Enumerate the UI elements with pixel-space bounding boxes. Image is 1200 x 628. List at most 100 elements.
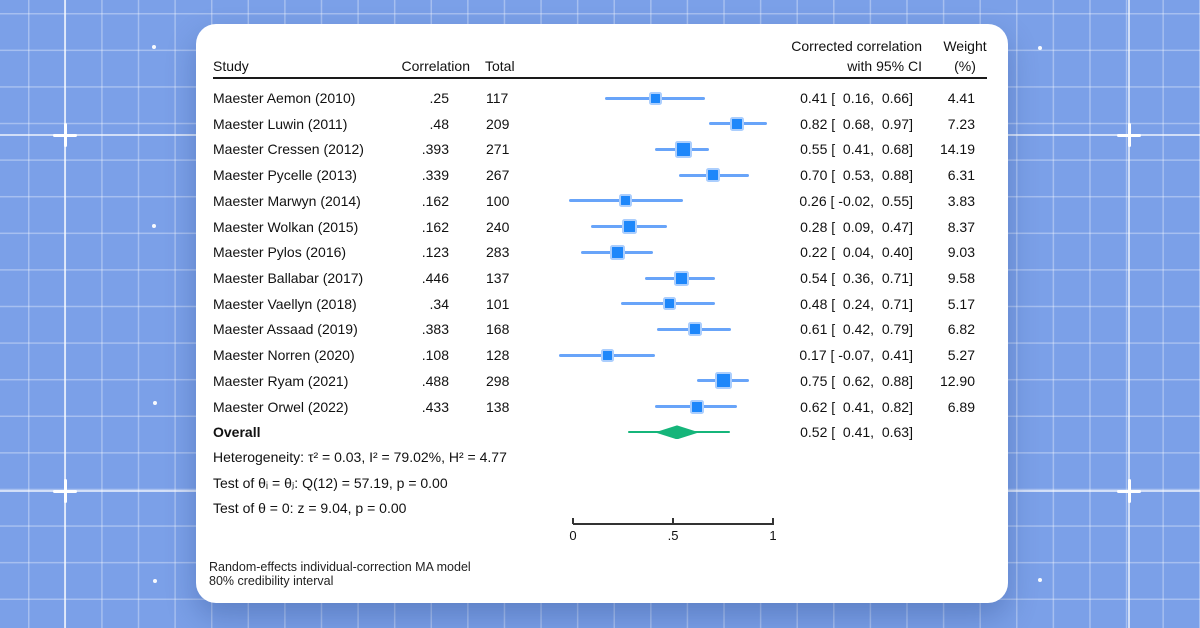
study-total: 100 — [486, 192, 510, 209]
overall-diamond — [655, 425, 699, 440]
dot-decoration-icon — [1038, 46, 1042, 50]
study-weight: 5.27 — [947, 347, 975, 364]
accent-line-vertical-right — [1128, 0, 1130, 628]
overall-label: Overall — [213, 424, 261, 441]
study-weight: 5.17 — [947, 295, 975, 312]
study-ci: 0.54 [ 0.36, 0.71] — [800, 270, 913, 287]
plus-decoration-icon — [1117, 479, 1141, 503]
column-header-total: Total — [485, 58, 515, 74]
plus-decoration-icon — [53, 123, 77, 147]
study-correlation: .446 — [421, 270, 449, 287]
study-total: 138 — [486, 398, 510, 415]
study-total: 101 — [486, 295, 510, 312]
effect-marker — [674, 140, 692, 158]
study-correlation: .383 — [421, 321, 449, 338]
study-ci: 0.26 [ -0.02, 0.55] — [799, 192, 913, 209]
study-name: Maester Ballabar (2017) — [213, 270, 364, 287]
study-ci: 0.48 [ 0.24, 0.71] — [800, 295, 913, 312]
study-weight: 4.41 — [947, 90, 975, 106]
x-axis-tick — [672, 517, 674, 524]
plus-decoration-icon — [53, 479, 77, 503]
effect-marker — [706, 168, 720, 183]
study-ci: 0.75 [ 0.62, 0.88] — [800, 372, 913, 389]
column-header-ci-line2: with 95% CI — [847, 58, 922, 74]
heterogeneity-stat: Heterogeneity: τ² = 0.03, I² = 79.02%, H… — [213, 449, 507, 465]
column-header-weight-line1: Weight — [943, 38, 987, 54]
study-ci: 0.62 [ 0.41, 0.82] — [800, 398, 913, 415]
study-total: 137 — [486, 270, 510, 287]
study-name: Maester Cressen (2012) — [213, 141, 364, 158]
study-correlation: .339 — [421, 167, 449, 184]
study-weight: 14.19 — [939, 141, 975, 158]
study-name: Maester Assaad (2019) — [213, 321, 358, 338]
forest-plot-card: Study Correlation Total Corrected correl… — [196, 24, 1008, 603]
study-total: 209 — [486, 115, 510, 132]
column-header-correlation: Correlation — [401, 58, 470, 74]
study-weight: 12.90 — [939, 372, 975, 389]
study-ci: 0.70 [ 0.53, 0.88] — [800, 167, 913, 184]
study-correlation: .34 — [429, 295, 449, 312]
dot-decoration-icon — [1038, 578, 1042, 582]
x-axis-tick-label: 0 — [569, 528, 577, 543]
model-note: Random-effects individual-correction MA … — [209, 560, 471, 574]
overall-ci: 0.52 [ 0.41, 0.63] — [800, 424, 913, 441]
study-ci: 0.22 [ 0.04, 0.40] — [800, 244, 913, 261]
study-total: 128 — [486, 347, 510, 364]
study-total: 240 — [486, 218, 510, 235]
study-weight: 6.89 — [947, 398, 975, 415]
effect-marker — [648, 91, 662, 105]
plus-decoration-icon — [1117, 123, 1141, 147]
study-total: 298 — [486, 372, 510, 389]
study-ci: 0.55 [ 0.41, 0.68] — [800, 141, 913, 158]
x-axis-line — [573, 523, 774, 525]
study-name: Maester Luwin (2011) — [213, 115, 348, 132]
study-weight: 3.83 — [947, 192, 975, 209]
study-ci: 0.61 [ 0.42, 0.79] — [800, 321, 913, 338]
study-correlation: .393 — [421, 141, 449, 158]
study-weight: 6.31 — [947, 167, 975, 184]
header-rule — [213, 77, 987, 79]
x-axis-tick-label: .5 — [667, 528, 679, 543]
study-correlation: .488 — [421, 372, 449, 389]
study-name: Maester Marwyn (2014) — [213, 192, 361, 209]
study-name: Maester Pylos (2016) — [213, 244, 347, 261]
study-correlation: .123 — [421, 244, 449, 261]
effect-marker — [609, 244, 625, 260]
x-axis-tick — [572, 517, 574, 524]
column-header-study: Study — [213, 58, 249, 74]
study-correlation: .162 — [421, 192, 449, 209]
dot-decoration-icon — [152, 224, 156, 228]
dot-decoration-icon — [153, 579, 157, 583]
study-correlation: .433 — [421, 398, 449, 415]
study-weight: 6.82 — [947, 321, 975, 338]
study-total: 271 — [486, 141, 510, 158]
study-name: Maester Norren (2020) — [213, 347, 355, 364]
credibility-note: 80% credibility interval — [209, 574, 334, 588]
study-name: Maester Orwel (2022) — [213, 398, 349, 415]
study-weight: 7.23 — [947, 115, 975, 132]
effect-marker — [618, 194, 632, 208]
dot-decoration-icon — [152, 45, 156, 49]
z-test-stat: Test of θ = 0: z = 9.04, p = 0.00 — [213, 500, 407, 516]
effect-marker — [662, 297, 676, 311]
study-weight: 9.03 — [947, 244, 975, 261]
study-ci: 0.82 [ 0.68, 0.97] — [800, 115, 913, 132]
column-header-ci-line1: Corrected correlation — [791, 38, 922, 54]
study-correlation: .25 — [429, 90, 449, 106]
effect-marker — [673, 270, 689, 286]
effect-marker — [690, 399, 704, 414]
effect-marker — [714, 372, 732, 390]
study-total: 283 — [486, 244, 510, 261]
study-ci: 0.17 [ -0.07, 0.41] — [799, 347, 913, 364]
study-ci: 0.28 [ 0.09, 0.47] — [800, 218, 913, 235]
accent-line-vertical-left — [64, 0, 66, 628]
study-name: Maester Vaellyn (2018) — [213, 295, 357, 312]
study-name: Maester Wolkan (2015) — [213, 218, 359, 235]
study-name: Maester Aemon (2010) — [213, 90, 356, 106]
dot-decoration-icon — [153, 401, 157, 405]
study-ci: 0.41 [ 0.16, 0.66] — [800, 90, 913, 106]
study-name: Maester Ryam (2021) — [213, 372, 349, 389]
study-correlation: .48 — [429, 115, 449, 132]
effect-marker — [730, 116, 744, 131]
q-test-stat: Test of θᵢ = θⱼ: Q(12) = 57.19, p = 0.00 — [213, 475, 448, 491]
